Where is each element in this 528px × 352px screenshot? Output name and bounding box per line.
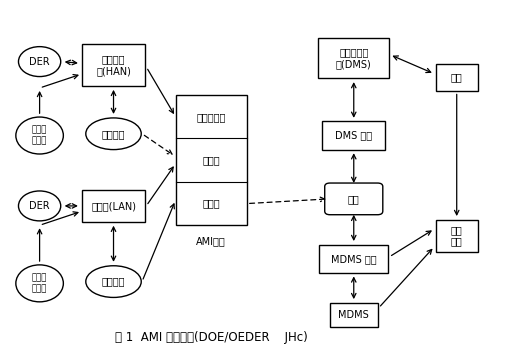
Bar [82, 44, 145, 86]
Text: 客户
服务: 客户 服务 [451, 225, 463, 247]
Ellipse shape [16, 117, 63, 154]
Bar [330, 303, 378, 327]
Text: 通信: 通信 [348, 194, 360, 204]
Text: DMS 网关: DMS 网关 [335, 131, 372, 140]
FancyBboxPatch shape [325, 183, 383, 215]
Ellipse shape [18, 47, 61, 77]
Text: 负载控
制装置: 负载控 制装置 [32, 126, 48, 145]
Text: 通信层: 通信层 [202, 199, 220, 209]
Ellipse shape [86, 266, 142, 297]
Bar [319, 245, 388, 273]
Text: 图 1  AMI 接口概观(DOE/OEDER    JHc): 图 1 AMI 接口概观(DOE/OEDER JHc) [115, 332, 308, 344]
Bar [175, 95, 247, 225]
Ellipse shape [18, 191, 61, 221]
Bar [436, 64, 478, 90]
Bar [82, 190, 145, 222]
Bar [318, 38, 389, 78]
Text: 操作: 操作 [451, 73, 463, 82]
Bar [322, 121, 385, 150]
Ellipse shape [16, 265, 63, 302]
Text: DER: DER [29, 57, 50, 67]
Text: MDMS: MDMS [338, 310, 369, 320]
Text: 智能电表: 智能电表 [102, 277, 125, 287]
Text: AMI接口: AMI接口 [196, 236, 226, 246]
Text: 局域网(LAN): 局域网(LAN) [91, 201, 136, 211]
Text: MDMS 网关: MDMS 网关 [331, 254, 376, 264]
Ellipse shape [86, 118, 142, 150]
Text: 计量层: 计量层 [202, 155, 220, 165]
Text: 用户协议层: 用户协议层 [196, 112, 226, 122]
Text: 用户室内
网(HAN): 用户室内 网(HAN) [96, 54, 131, 76]
Text: 负载控
制装置: 负载控 制装置 [32, 274, 48, 293]
Text: 配电管理系
统(DMS): 配电管理系 统(DMS) [336, 47, 372, 69]
Text: 智能电表: 智能电表 [102, 129, 125, 139]
Text: DER: DER [29, 201, 50, 211]
Bar [436, 220, 478, 252]
